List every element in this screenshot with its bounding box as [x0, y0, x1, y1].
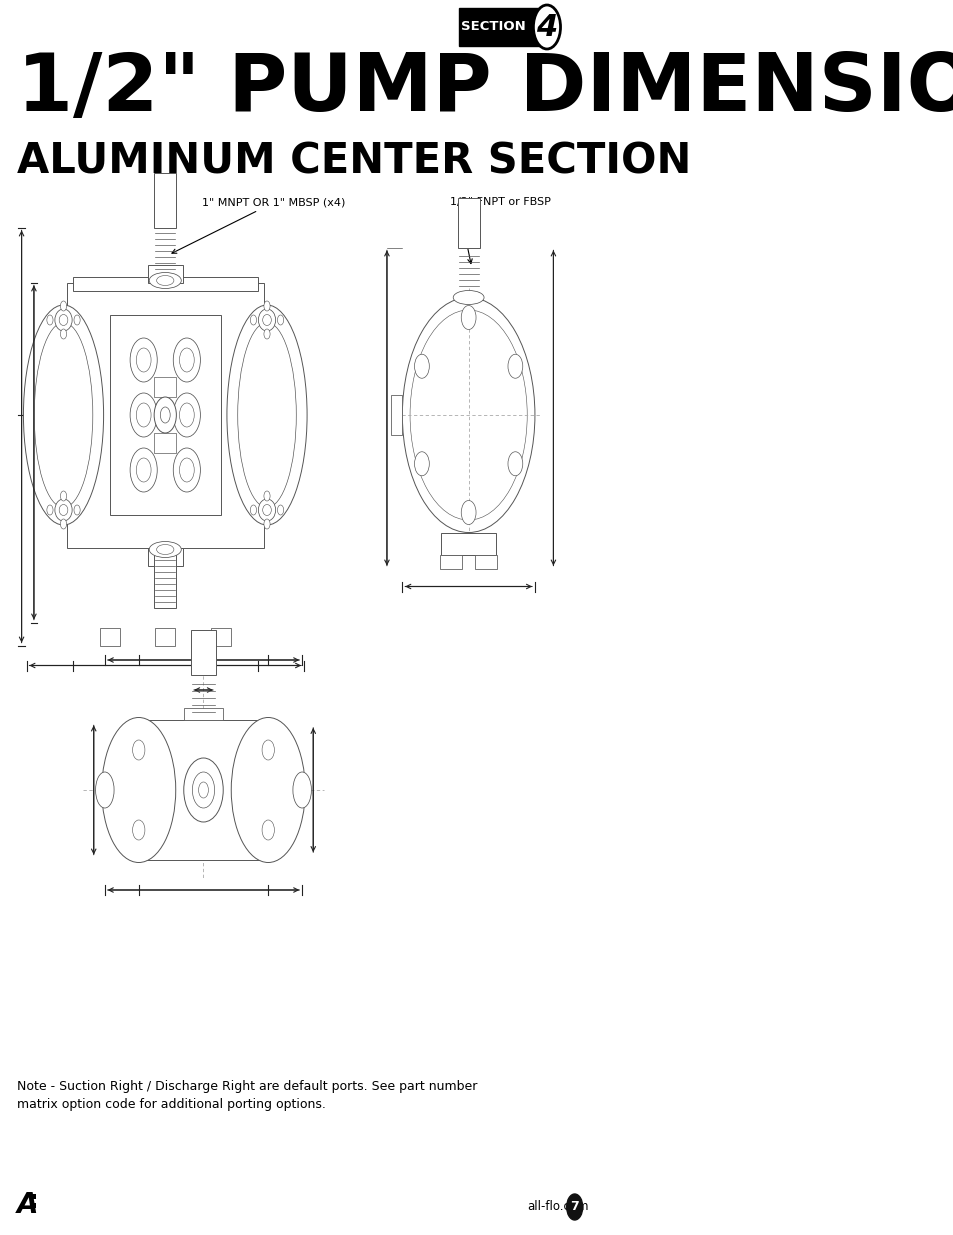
- Bar: [154, 173, 176, 227]
- Circle shape: [60, 301, 67, 311]
- Ellipse shape: [95, 772, 114, 808]
- Text: matrix option code for additional porting options.: matrix option code for additional portin…: [17, 1098, 326, 1112]
- Circle shape: [193, 772, 214, 808]
- Bar: [67, 283, 264, 547]
- Text: A: A: [17, 1191, 39, 1219]
- Circle shape: [173, 338, 200, 382]
- Text: Note - Suction Right / Discharge Right are default ports. See part number: Note - Suction Right / Discharge Right a…: [17, 1079, 477, 1093]
- Ellipse shape: [293, 772, 311, 808]
- Circle shape: [47, 315, 53, 325]
- Bar: [459, 7, 552, 46]
- Circle shape: [264, 329, 270, 338]
- Ellipse shape: [402, 298, 535, 532]
- Circle shape: [507, 452, 522, 475]
- Ellipse shape: [453, 290, 483, 305]
- Circle shape: [264, 519, 270, 529]
- Circle shape: [60, 519, 67, 529]
- Ellipse shape: [24, 305, 104, 525]
- Circle shape: [277, 505, 283, 515]
- Bar: [154, 377, 176, 396]
- Ellipse shape: [55, 499, 72, 521]
- Text: SECTION: SECTION: [460, 21, 525, 33]
- Circle shape: [179, 458, 194, 482]
- Circle shape: [566, 1194, 582, 1220]
- Text: 1/2" PUMP DIMENSIONS: 1/2" PUMP DIMENSIONS: [17, 49, 953, 128]
- Bar: [30, 1203, 36, 1208]
- Circle shape: [262, 820, 274, 840]
- Bar: [30, 1194, 36, 1199]
- Circle shape: [264, 301, 270, 311]
- Ellipse shape: [102, 718, 175, 862]
- Circle shape: [130, 338, 157, 382]
- Circle shape: [60, 492, 67, 501]
- Bar: [148, 547, 182, 566]
- Circle shape: [264, 492, 270, 501]
- Circle shape: [136, 348, 151, 372]
- Bar: [148, 264, 182, 283]
- Text: 4: 4: [536, 12, 557, 42]
- Circle shape: [130, 393, 157, 437]
- Text: 1/2" FNPT or FBSP: 1/2" FNPT or FBSP: [450, 198, 551, 207]
- Bar: [72, 277, 257, 290]
- Circle shape: [415, 452, 429, 475]
- Circle shape: [160, 408, 170, 424]
- Text: 7: 7: [570, 1200, 578, 1214]
- Circle shape: [250, 315, 256, 325]
- Circle shape: [60, 329, 67, 338]
- Bar: [154, 552, 176, 608]
- Ellipse shape: [149, 273, 181, 289]
- Bar: [191, 630, 215, 676]
- Circle shape: [198, 782, 208, 798]
- Circle shape: [250, 505, 256, 515]
- Ellipse shape: [258, 499, 275, 521]
- Circle shape: [47, 505, 53, 515]
- Bar: [440, 532, 496, 555]
- Circle shape: [136, 458, 151, 482]
- Circle shape: [136, 403, 151, 427]
- Circle shape: [460, 305, 476, 330]
- Bar: [457, 198, 479, 247]
- Ellipse shape: [149, 541, 181, 557]
- Bar: [391, 395, 402, 435]
- Circle shape: [184, 758, 223, 823]
- Circle shape: [130, 448, 157, 492]
- Circle shape: [74, 315, 80, 325]
- Text: all-flo.com: all-flo.com: [527, 1200, 588, 1214]
- Circle shape: [533, 5, 560, 49]
- Ellipse shape: [231, 718, 305, 862]
- Ellipse shape: [156, 545, 173, 555]
- Bar: [475, 555, 497, 568]
- Bar: [155, 627, 175, 646]
- Circle shape: [132, 820, 145, 840]
- Bar: [211, 627, 231, 646]
- Bar: [184, 708, 223, 720]
- Circle shape: [154, 396, 176, 433]
- Circle shape: [173, 448, 200, 492]
- Circle shape: [179, 403, 194, 427]
- Text: 1" MNPT OR 1" MBSP (x4): 1" MNPT OR 1" MBSP (x4): [172, 198, 345, 253]
- Circle shape: [262, 740, 274, 760]
- Ellipse shape: [227, 305, 307, 525]
- Text: ALUMINUM CENTER SECTION: ALUMINUM CENTER SECTION: [17, 140, 691, 182]
- Circle shape: [132, 740, 145, 760]
- Ellipse shape: [258, 309, 275, 331]
- Circle shape: [179, 348, 194, 372]
- Bar: [440, 555, 462, 568]
- Bar: [138, 720, 268, 860]
- Circle shape: [74, 505, 80, 515]
- Bar: [100, 627, 119, 646]
- Circle shape: [415, 354, 429, 378]
- Circle shape: [173, 393, 200, 437]
- Ellipse shape: [55, 309, 72, 331]
- Bar: [154, 433, 176, 453]
- Circle shape: [460, 500, 476, 525]
- Bar: [110, 315, 220, 515]
- Circle shape: [507, 354, 522, 378]
- Circle shape: [277, 315, 283, 325]
- Ellipse shape: [156, 275, 173, 285]
